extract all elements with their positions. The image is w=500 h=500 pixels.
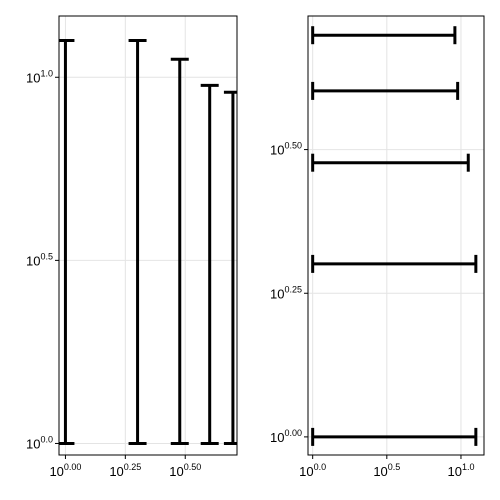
errorbar bbox=[59, 39, 75, 445]
left-errorbar-panel: 100.00 100.25 100.50 100.0 100.5 101.0 bbox=[26, 15, 238, 479]
plot-frame bbox=[58, 15, 238, 456]
y-tick-label: 100.25 bbox=[270, 284, 302, 301]
errorbar bbox=[311, 81, 460, 100]
x-tick-label: 100.00 bbox=[49, 462, 81, 479]
errorbar-series bbox=[59, 39, 237, 445]
errorbar-series bbox=[311, 26, 478, 446]
y-tick-label: 101.0 bbox=[26, 68, 53, 85]
errorbar bbox=[200, 83, 219, 445]
errorbar bbox=[223, 90, 237, 445]
right-errorbar-panel: 100.0 100.5 101.0 100.00 100.25 100.50 bbox=[270, 15, 485, 479]
y-tick-label: 100.50 bbox=[270, 141, 302, 158]
errorbar bbox=[128, 39, 147, 445]
errorbar bbox=[311, 26, 457, 45]
x-tick-label: 100.25 bbox=[109, 462, 141, 479]
y-tick-label: 100.5 bbox=[26, 251, 53, 268]
plot-frame bbox=[307, 15, 485, 456]
errorbar bbox=[311, 153, 470, 172]
errorbar bbox=[170, 57, 189, 445]
x-tick-label: 100.50 bbox=[169, 462, 201, 479]
y-tick-label: 100.00 bbox=[270, 428, 302, 445]
x-tick-label: 100.0 bbox=[299, 462, 326, 479]
errorbar bbox=[311, 427, 478, 446]
x-tick-label: 101.0 bbox=[447, 462, 474, 479]
errorbar bbox=[311, 254, 478, 273]
y-tick-label: 100.0 bbox=[26, 434, 53, 451]
x-tick-label: 100.5 bbox=[373, 462, 400, 479]
